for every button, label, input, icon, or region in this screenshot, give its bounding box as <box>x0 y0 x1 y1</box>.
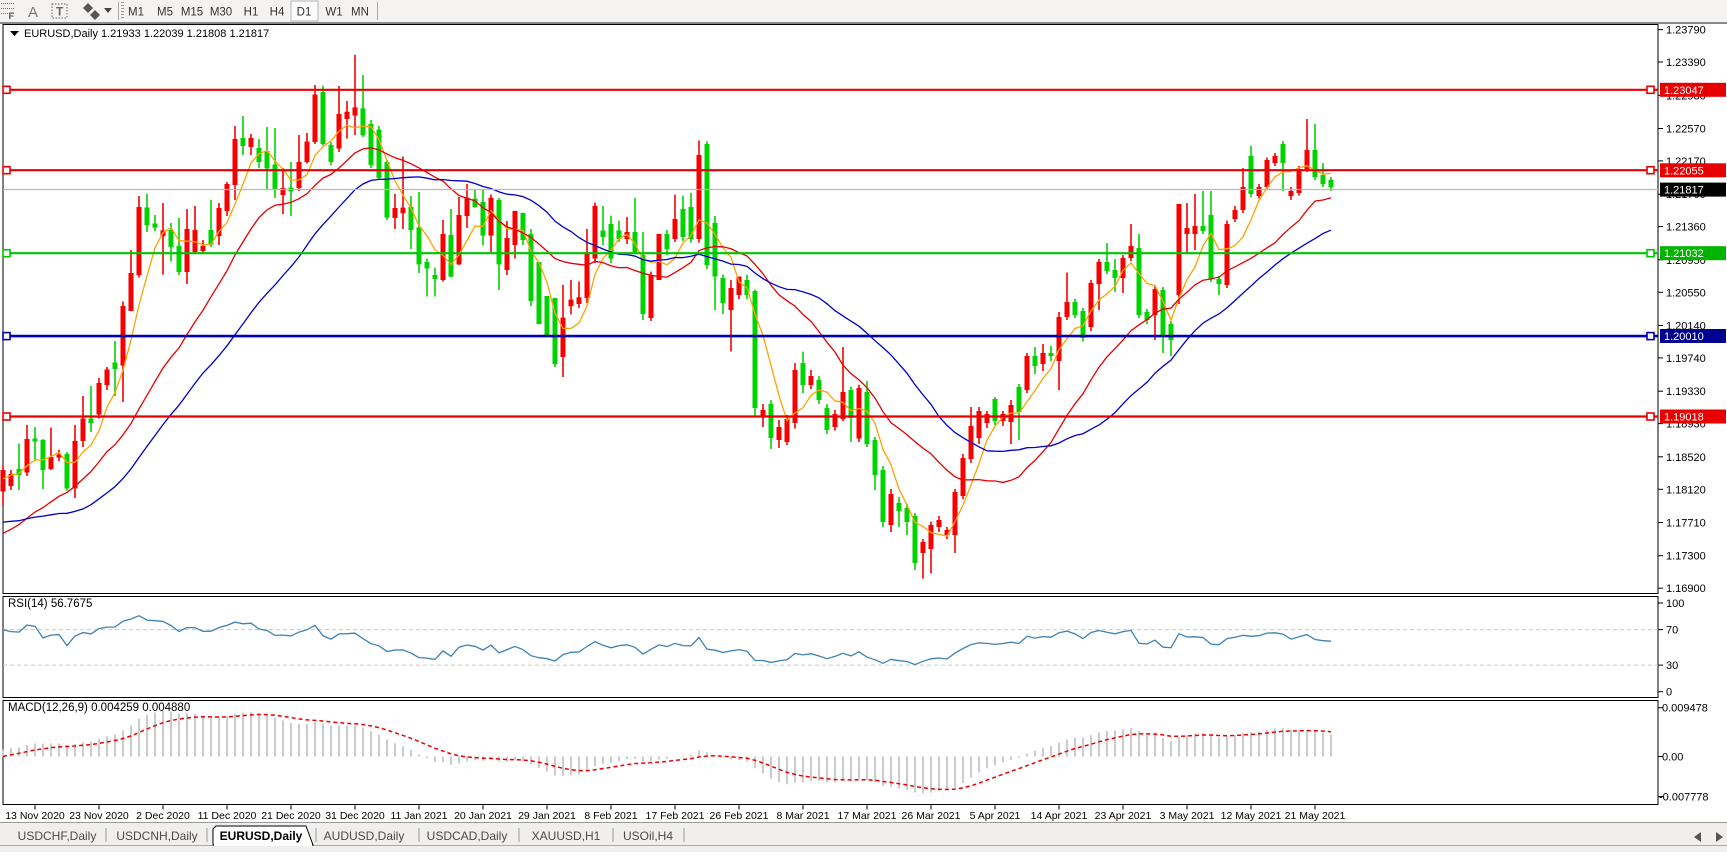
svg-text:-0.007778: -0.007778 <box>1659 792 1709 804</box>
svg-text:0.00: 0.00 <box>1662 752 1683 764</box>
svg-text:W1: W1 <box>325 7 342 19</box>
svg-text:2 Dec 2020: 2 Dec 2020 <box>136 810 190 822</box>
svg-text:MN: MN <box>351 7 369 19</box>
svg-text:31 Dec 2020: 31 Dec 2020 <box>325 810 385 822</box>
svg-text:T: T <box>56 5 64 19</box>
svg-text:1.19018: 1.19018 <box>1664 412 1704 424</box>
svg-text:1.19740: 1.19740 <box>1666 353 1706 365</box>
svg-text:USDCAD,Daily: USDCAD,Daily <box>427 829 508 843</box>
svg-text:1.22055: 1.22055 <box>1664 165 1704 177</box>
svg-text:100: 100 <box>1666 598 1684 610</box>
svg-text:M15: M15 <box>181 7 203 19</box>
svg-text:17 Mar 2021: 17 Mar 2021 <box>838 810 897 822</box>
svg-text:M5: M5 <box>157 7 173 19</box>
svg-text:17 Feb 2021: 17 Feb 2021 <box>646 810 705 822</box>
svg-text:1.19330: 1.19330 <box>1666 386 1706 398</box>
svg-text:21 Dec 2020: 21 Dec 2020 <box>261 810 321 822</box>
svg-text:M1: M1 <box>128 7 144 19</box>
svg-text:XAUUSD,H1: XAUUSD,H1 <box>532 829 601 843</box>
svg-text:D1: D1 <box>297 7 312 19</box>
svg-text:1.17300: 1.17300 <box>1666 551 1706 563</box>
svg-text:1.23390: 1.23390 <box>1666 57 1706 69</box>
svg-text:14 Apr 2021: 14 Apr 2021 <box>1031 810 1088 822</box>
svg-text:1.18120: 1.18120 <box>1666 484 1706 496</box>
svg-text:8 Mar 2021: 8 Mar 2021 <box>776 810 829 822</box>
svg-text:12 May 2021: 12 May 2021 <box>1221 810 1282 822</box>
svg-text:RSI(14) 56.7675: RSI(14) 56.7675 <box>8 598 92 610</box>
svg-text:H4: H4 <box>270 7 285 19</box>
svg-text:23 Apr 2021: 23 Apr 2021 <box>1095 810 1152 822</box>
svg-text:USDCNH,Daily: USDCNH,Daily <box>116 829 197 843</box>
svg-text:0: 0 <box>1666 687 1672 699</box>
svg-text:1.23047: 1.23047 <box>1664 85 1704 97</box>
svg-text:13 Nov 2020: 13 Nov 2020 <box>5 810 65 822</box>
svg-text:5 Apr 2021: 5 Apr 2021 <box>970 810 1021 822</box>
svg-text:1.18520: 1.18520 <box>1666 452 1706 464</box>
svg-text:1.16900: 1.16900 <box>1666 583 1706 595</box>
svg-text:26 Feb 2021: 26 Feb 2021 <box>710 810 769 822</box>
svg-text:1.21360: 1.21360 <box>1666 222 1706 234</box>
svg-text:8 Feb 2021: 8 Feb 2021 <box>584 810 637 822</box>
svg-text:70: 70 <box>1666 625 1678 637</box>
svg-text:1.17710: 1.17710 <box>1666 518 1706 530</box>
svg-text:23 Nov 2020: 23 Nov 2020 <box>69 810 129 822</box>
svg-text:1.21032: 1.21032 <box>1664 248 1704 260</box>
svg-text:MACD(12,26,9) 0.004259 0.00488: MACD(12,26,9) 0.004259 0.004880 <box>8 702 190 714</box>
svg-text:3 May 2021: 3 May 2021 <box>1160 810 1215 822</box>
svg-text:1.20550: 1.20550 <box>1666 287 1706 299</box>
svg-text:EURUSD,Daily 1.21933 1.22039: EURUSD,Daily 1.21933 1.22039 1.21808 1.2… <box>24 28 269 40</box>
svg-text:29 Jan 2021: 29 Jan 2021 <box>518 810 576 822</box>
svg-text:AUDUSD,Daily: AUDUSD,Daily <box>324 829 405 843</box>
svg-text:A: A <box>28 4 38 21</box>
svg-text:11 Dec 2020: 11 Dec 2020 <box>198 810 257 822</box>
svg-text:M30: M30 <box>210 7 232 19</box>
svg-text:H1: H1 <box>244 7 259 19</box>
svg-text:11 Jan 2021: 11 Jan 2021 <box>390 810 447 822</box>
svg-text:26 Mar 2021: 26 Mar 2021 <box>902 810 961 822</box>
svg-text:EURUSD,Daily: EURUSD,Daily <box>220 829 303 843</box>
svg-text:0.009478: 0.009478 <box>1662 703 1708 715</box>
svg-text:USDCHF,Daily: USDCHF,Daily <box>18 829 97 843</box>
svg-text:1.20010: 1.20010 <box>1664 331 1704 343</box>
svg-text:1.21817: 1.21817 <box>1664 185 1704 197</box>
svg-text:F: F <box>9 11 15 21</box>
svg-text:30: 30 <box>1666 660 1678 672</box>
svg-text:1.22570: 1.22570 <box>1666 124 1706 136</box>
svg-text:20 Jan 2021: 20 Jan 2021 <box>454 810 512 822</box>
svg-text:USOil,H4: USOil,H4 <box>623 829 673 843</box>
svg-text:21 May 2021: 21 May 2021 <box>1285 810 1346 822</box>
svg-text:1.23790: 1.23790 <box>1666 25 1706 37</box>
